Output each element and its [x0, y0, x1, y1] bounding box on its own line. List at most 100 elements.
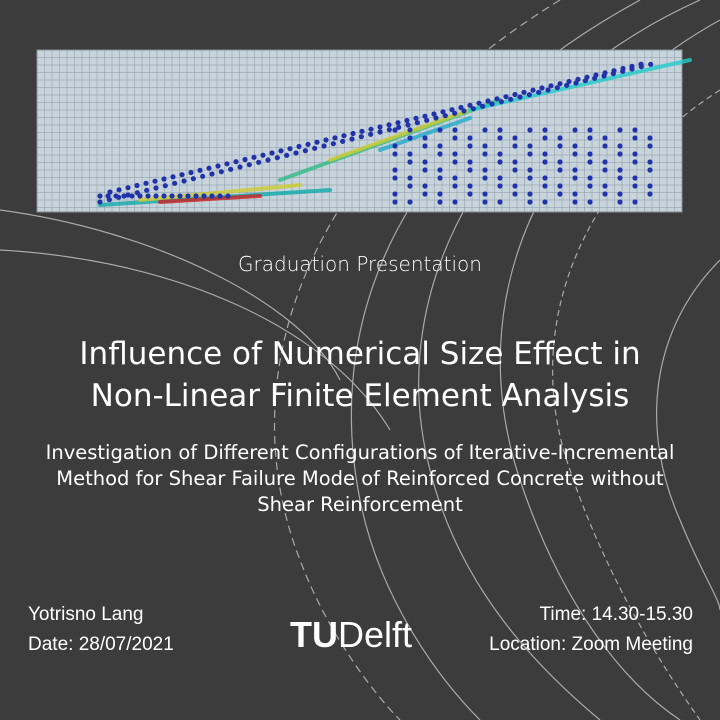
crack-dot [200, 173, 206, 179]
crack-dot [542, 159, 548, 165]
crack-dot [332, 135, 338, 141]
crack-dot [452, 127, 458, 133]
crack-dot [386, 127, 392, 133]
crack-dot [312, 145, 318, 151]
crack-dot [497, 135, 503, 141]
crack-dot [349, 136, 355, 142]
crack-dot [587, 175, 593, 181]
crack-dot [452, 151, 458, 157]
crack-dot [185, 193, 191, 199]
crack-dot [617, 143, 623, 149]
description-line: Shear Reinforcement [257, 493, 463, 516]
crack-dot [368, 126, 374, 132]
crack-dot [629, 63, 635, 69]
crack-dot [137, 193, 143, 199]
crack-dot [482, 127, 488, 133]
crack-dot [377, 129, 383, 135]
crack-dot [225, 193, 231, 199]
crack-dot [452, 135, 458, 141]
crack-dot [611, 68, 617, 74]
crack-dot [228, 166, 234, 172]
crack-dot [467, 159, 473, 165]
crack-dot [572, 151, 578, 157]
crack-dot [536, 89, 542, 95]
crack-dot [437, 175, 443, 181]
crack-dot [497, 175, 503, 181]
crack-dot [632, 175, 638, 181]
crack-dot [575, 76, 581, 82]
crack-dot [153, 193, 159, 199]
crack-dot [433, 115, 439, 121]
crack-dot [107, 189, 113, 195]
crack-dot [392, 175, 398, 181]
crack-dot [452, 110, 458, 116]
crack-dot [527, 175, 533, 181]
crack-dot [437, 151, 443, 157]
crack-dot [497, 159, 503, 165]
crack-dot [206, 165, 212, 171]
crack-dot [470, 106, 476, 112]
crack-dot [647, 135, 653, 141]
crack-dot [452, 183, 458, 189]
crack-dot [632, 183, 638, 189]
crack-dot [554, 85, 560, 91]
crack-dot [480, 103, 486, 109]
crack-dot [602, 159, 608, 165]
crack-dot [392, 143, 398, 149]
crack-dot [647, 159, 653, 165]
crack-dot [632, 151, 638, 157]
crack-dot [467, 183, 473, 189]
crack-dot [527, 199, 533, 205]
crack-dot [572, 167, 578, 173]
crack-dot [302, 148, 308, 154]
crack-dot [422, 135, 428, 141]
crack-dot [452, 199, 458, 205]
crack-dot [572, 199, 578, 205]
crack-dot [557, 167, 563, 173]
crack-dot [512, 91, 518, 98]
description-line: Investigation of Different Configuration… [45, 441, 675, 464]
crack-dot [396, 124, 402, 130]
crack-dot [440, 109, 446, 115]
crack-dot [632, 159, 638, 165]
crack-dot [521, 89, 527, 95]
crack-dot [587, 183, 593, 189]
crack-dot [498, 99, 504, 105]
crack-dot [527, 191, 533, 197]
crack-band [328, 108, 472, 162]
crack-dot [422, 191, 428, 197]
crack-dot [437, 167, 443, 173]
crack-dot [437, 191, 443, 197]
crack-dot [407, 151, 413, 157]
crack-dot [153, 185, 159, 191]
crack-dot [179, 172, 185, 178]
crack-dot [530, 87, 536, 93]
crack-dot [269, 150, 275, 156]
crack-dot [512, 167, 518, 173]
crack-dot [617, 191, 623, 197]
crack-dot [407, 183, 413, 189]
crack-dot [617, 199, 623, 205]
crack-dot [97, 193, 103, 199]
crack-dot [293, 150, 299, 156]
crack-dot [256, 159, 262, 165]
crack-dot [449, 107, 455, 113]
crack-dot [193, 193, 199, 199]
crack-dot [215, 163, 221, 169]
crack-dot [125, 192, 131, 198]
crack-dot [489, 101, 495, 107]
title: Influence of Numerical Size Effect in No… [0, 333, 720, 417]
date: Date: 28/07/2021 [28, 634, 174, 655]
crack-dot [386, 122, 392, 128]
crack-dot [224, 161, 230, 167]
description-line: Method for Shear Failure Mode of Reinfor… [56, 467, 664, 490]
crack-dot [584, 74, 590, 80]
crack-dot [340, 138, 346, 144]
crack-dot [512, 135, 518, 141]
crack-dot [452, 159, 458, 165]
crack-dot [392, 191, 398, 197]
event-block: Time: 14.30-15.30 Location: Zoom Meeting [489, 600, 693, 660]
crack-dot [572, 191, 578, 197]
crack-dot [620, 65, 626, 72]
crack-dot [437, 143, 443, 149]
